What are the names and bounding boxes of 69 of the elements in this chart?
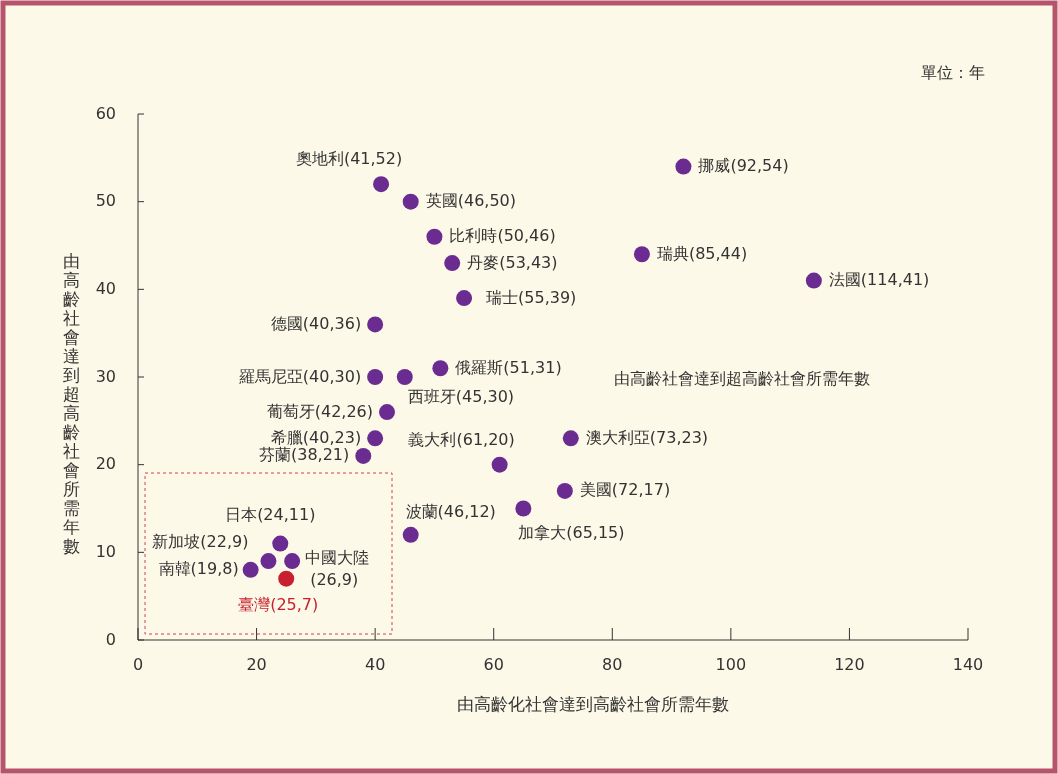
data-label: 澳大利亞(73,23) [585, 427, 709, 447]
point [260, 553, 277, 570]
data-label: 南韓(19,8) [158, 559, 239, 579]
x-tick-label: 80 [602, 655, 623, 674]
point [675, 158, 692, 175]
data-label: 丹麥(53,43) [467, 252, 558, 272]
y-tick-label: 10 [95, 541, 116, 561]
data-label: 日本(24,11) [225, 505, 316, 525]
text: 單位：年 [921, 62, 985, 82]
point [633, 246, 650, 263]
point [396, 369, 413, 385]
point [444, 255, 461, 272]
y-axis-title: 由高齡社會達到超高齡社會所需年數 [614, 368, 870, 388]
point [426, 228, 443, 245]
data-label: 美國(72,17) [579, 480, 671, 500]
point [379, 404, 395, 421]
x-tick-label: 0 [132, 655, 144, 674]
data-label: 加拿大(65,15) [518, 523, 625, 542]
point [373, 176, 390, 193]
x-tick-label: 40 [364, 655, 386, 674]
data-label: 瑞士(55,39) [486, 287, 577, 307]
data-label: 羅馬尼亞(40,30) [238, 366, 362, 386]
data-label: 法國(114,41) [828, 270, 930, 290]
y-tick-label: 20 [95, 454, 116, 474]
point [402, 193, 419, 210]
x-tick-label: 140 [952, 655, 984, 674]
x-tick-label: 60 [483, 655, 504, 674]
point [278, 570, 295, 587]
point [367, 369, 384, 385]
point [402, 526, 419, 543]
data-label: 挪威(92,54) [698, 156, 789, 176]
data-label: 新加坡(22,9) [152, 531, 249, 551]
point [272, 535, 289, 552]
y-tick-label: 30 [95, 366, 116, 386]
point [432, 360, 449, 377]
point [456, 290, 473, 307]
x-axis-title: 由高齡化社會達到高齡社會所需年數 [457, 694, 729, 714]
point [242, 561, 259, 578]
data-label: 臺灣(25,7) [238, 595, 319, 615]
point [556, 482, 573, 499]
data-label: 波蘭(46,12) [405, 502, 496, 522]
y-tick-label: 0 [105, 629, 116, 649]
data-label: 中國大陸(26,9) [305, 547, 370, 589]
data-label: 奧地利(41,52) [295, 148, 403, 168]
y-tick-label: 50 [95, 191, 116, 211]
point [515, 500, 532, 517]
y-tick-label: 60 [95, 103, 116, 123]
point [562, 430, 579, 447]
point [367, 430, 384, 447]
data-label: 義大利(61,20) [408, 430, 515, 450]
data-label: 比利時(50,46) [449, 226, 556, 246]
text: 由高齡社會達到超高齡社會所需年數 [62, 251, 80, 556]
data-label: 葡萄牙(42,26) [266, 401, 373, 421]
data-label: 俄羅斯(51,31) [455, 357, 562, 377]
data-label: 芬蘭(38,21) [258, 445, 350, 465]
data-label: 瑞典(85,44) [656, 243, 748, 263]
data-label: 希臘(40,23) [270, 427, 362, 447]
point [355, 447, 372, 464]
data-label: 德國(40,36) [270, 313, 362, 333]
point [491, 456, 508, 473]
y-tick-label: 40 [95, 278, 116, 298]
data-label: 西班牙(45,30) [407, 386, 515, 406]
point [367, 316, 384, 333]
x-tick-label: 120 [834, 655, 865, 674]
data-label: 英國(46,50) [425, 191, 517, 211]
x-tick-label: 100 [715, 655, 747, 674]
x-tick-label: 20 [246, 655, 267, 674]
point [805, 272, 822, 289]
point [284, 553, 301, 570]
